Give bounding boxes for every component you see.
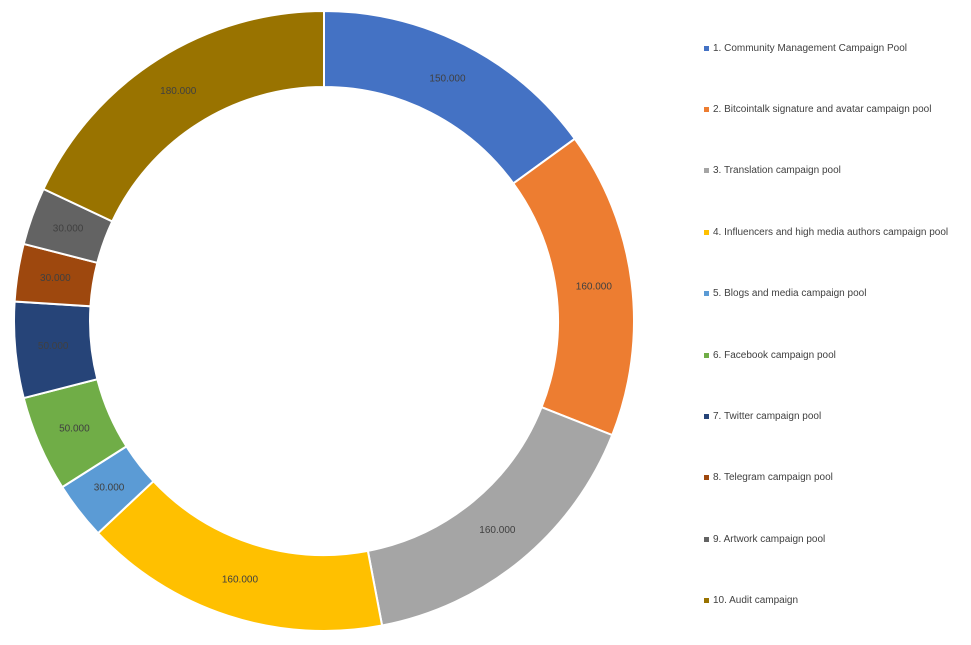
legend-swatch-10	[704, 598, 709, 604]
data-label-5: 30.000	[94, 482, 125, 493]
legend-label-6: 6. Facebook campaign pool	[713, 349, 836, 361]
legend-item-6: 6. Facebook campaign pool	[704, 347, 836, 363]
legend-label-3: 3. Translation campaign pool	[713, 165, 841, 177]
legend-swatch-1	[704, 45, 709, 51]
data-labels: 150.000 160.000 160.000 160.000 30.000 50.000…	[38, 73, 612, 585]
legend-label-10: 10. Audit campaign	[713, 595, 799, 607]
legend-swatch-4	[704, 229, 709, 235]
donut-slice-4	[96, 479, 384, 632]
data-label-7: 50.000	[38, 341, 69, 352]
data-label-9: 30.000	[53, 224, 84, 235]
data-label-1: 150.000	[429, 73, 466, 84]
legend-swatch-6	[704, 352, 709, 358]
legend-label-8: 8. Telegram campaign pool	[713, 472, 833, 484]
data-label-6: 50.000	[59, 424, 90, 435]
data-label-3: 160.000	[479, 525, 516, 536]
legend-item-1: 1. Community Management Campaign Pool	[704, 40, 907, 56]
legend-item-2: 2. Bitcointalk signature and avatar camp…	[704, 101, 931, 117]
legend-swatch-8	[704, 475, 709, 481]
legend: 1. Community Management Campaign Pool 2. …	[704, 40, 966, 620]
donut-slice-3	[366, 405, 614, 627]
legend-label-9: 9. Artwork campaign pool	[713, 533, 826, 545]
donut-slices	[13, 9, 635, 632]
legend-item-4: 4. Influencers and high media authors ca…	[704, 224, 948, 240]
donut-slice-2	[511, 137, 635, 437]
donut-chart: 150.000 160.000 160.000 160.000 30.000 50.000…	[13, 9, 635, 632]
legend-swatch-3	[704, 168, 709, 174]
legend-item-5: 5. Blogs and media campaign pool	[704, 286, 866, 302]
data-label-2: 160.000	[576, 282, 613, 293]
legend-swatch-2	[704, 106, 709, 112]
legend-label-7: 7. Twitter campaign pool	[713, 410, 822, 422]
legend-label-2: 2. Bitcointalk signature and avatar camp…	[713, 103, 932, 115]
legend-item-10: 10. Audit campaign	[704, 593, 798, 609]
legend-swatch-7	[704, 413, 709, 419]
legend-item-8: 8. Telegram campaign pool	[704, 470, 833, 486]
legend-item-3: 3. Translation campaign pool	[704, 163, 841, 179]
legend-item-7: 7. Twitter campaign pool	[704, 408, 821, 424]
legend-label-4: 4. Influencers and high media authors ca…	[713, 226, 949, 238]
legend-swatch-9	[704, 536, 709, 542]
data-label-8: 30.000	[40, 273, 71, 284]
donut-slice-1	[323, 9, 577, 185]
legend-label-5: 5. Blogs and media campaign pool	[713, 288, 867, 300]
legend-swatch-5	[704, 291, 709, 297]
legend-item-9: 9. Artwork campaign pool	[704, 531, 825, 547]
legend-label-1: 1. Community Management Campaign Pool	[713, 42, 907, 54]
data-label-4: 160.000	[222, 574, 259, 585]
donut-slice-10	[42, 9, 325, 223]
data-label-10: 180.000	[160, 86, 197, 97]
